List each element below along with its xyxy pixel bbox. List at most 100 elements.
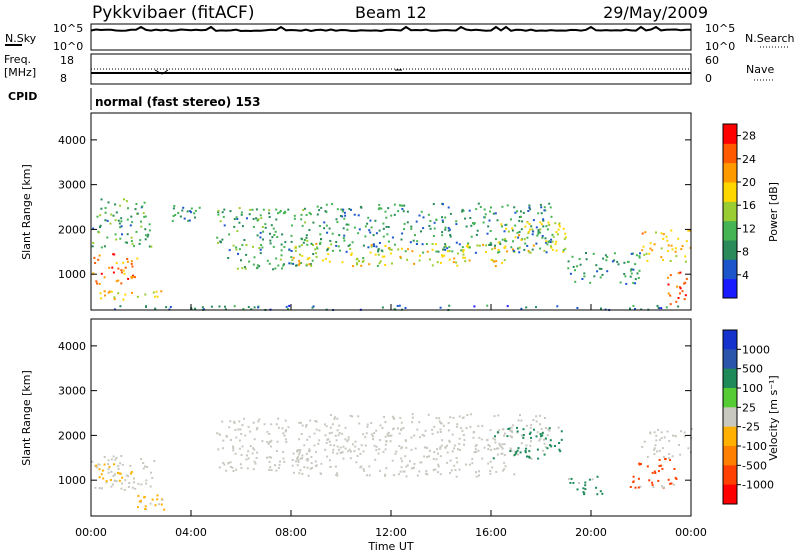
velocity-cell: [121, 463, 124, 466]
power-cell: [530, 225, 533, 228]
velocity-cell: [456, 461, 459, 464]
velocity-cell: [284, 438, 287, 441]
velocity-cell: [107, 471, 110, 474]
velocity-cell: [549, 439, 552, 442]
velocity-cell: [653, 448, 656, 451]
velocity-cell: [140, 458, 143, 460]
power-cell: [432, 235, 435, 237]
velocity-cell: [489, 472, 492, 475]
power-cell: [94, 262, 97, 264]
power-cell: [391, 262, 393, 265]
velocity-cell: [238, 439, 241, 442]
velocity-cell: [428, 455, 430, 458]
velocity-cell: [491, 466, 494, 469]
velocity-cell: [252, 421, 255, 424]
velocity-cell: [297, 449, 300, 452]
power-cell: [497, 241, 500, 244]
power-cell: [387, 247, 390, 250]
power-cell: [520, 307, 523, 310]
power-cell: [283, 263, 285, 266]
power-cell: [510, 218, 512, 221]
power-cell: [203, 308, 205, 311]
velocity-cell: [639, 485, 642, 488]
velocity-cell: [378, 448, 381, 451]
power-cell: [132, 275, 135, 278]
freq-panel: Freq. [MHz] 18 8 60 0 Nave: [4, 53, 775, 85]
velocity-cell: [379, 424, 382, 427]
power-cell: [378, 229, 381, 232]
power-cell: [613, 259, 616, 262]
power-cell: [303, 207, 306, 210]
velocity-cell: [432, 458, 435, 460]
velocity-cell: [423, 434, 426, 437]
power-cell: [224, 308, 227, 311]
velocity-cell: [449, 459, 452, 462]
power-cell: [485, 251, 487, 253]
velocity-cell: [297, 456, 300, 459]
power-cell: [578, 258, 581, 260]
power-cell: [233, 218, 236, 221]
velocity-cell: [418, 421, 421, 424]
velocity-cell: [548, 444, 551, 447]
velocity-cell: [317, 442, 320, 445]
power-cell: [504, 245, 507, 248]
power-cell: [562, 250, 565, 253]
velocity-cell: [363, 469, 365, 472]
power-cell: [488, 219, 491, 222]
power-cell: [464, 217, 467, 220]
velocity-cell: [140, 483, 143, 486]
power-cell: [434, 243, 437, 246]
velocity-cell: [478, 470, 480, 473]
power-cell: [527, 232, 530, 235]
velocity-cell: [151, 476, 154, 479]
velocity-cell: [546, 447, 549, 450]
velocity-cell: [333, 444, 336, 447]
power-cell: [261, 246, 264, 249]
velocity-cell: [427, 413, 430, 416]
velocity-cell: [449, 416, 452, 419]
power-cell: [256, 264, 259, 267]
power-cell: [431, 243, 434, 245]
velocity-cell: [241, 445, 244, 448]
power-cell: [140, 220, 142, 223]
velocity-cell: [324, 448, 327, 451]
power-cell: [497, 251, 499, 254]
power-cell: [489, 210, 492, 213]
velocity-cell: [144, 508, 147, 510]
power-cell: [210, 305, 213, 308]
power-cell: [390, 214, 393, 217]
power-cell: [326, 249, 329, 252]
velocity-cell: [278, 463, 281, 466]
time-xlabel: Time UT: [367, 540, 413, 553]
power-cell: [314, 248, 317, 251]
power-cell: [104, 207, 107, 209]
power-cell: [350, 254, 353, 256]
velocity-cell: [413, 434, 416, 437]
velocity-cell: [497, 414, 500, 417]
velocity-cell: [333, 417, 336, 420]
power-cell: [351, 241, 354, 244]
power-cell: [183, 217, 186, 220]
power-cell: [258, 247, 261, 249]
power-cell: [272, 227, 275, 230]
velocity-cell: [373, 444, 376, 447]
power-cell: [470, 224, 473, 227]
velocity-cell: [334, 416, 337, 419]
velocity-cell: [400, 447, 403, 450]
velocity-cell: [108, 465, 111, 468]
power-cell: [667, 250, 670, 253]
velocity-cell: [232, 445, 235, 448]
velocity-cell: [529, 444, 532, 447]
velocity-cell: [329, 426, 332, 429]
power-cell: [136, 257, 139, 260]
power-cell: [217, 213, 220, 216]
power-cell: [541, 223, 543, 226]
power-cell: [524, 225, 527, 228]
power-cell: [684, 281, 687, 284]
velocity-cell: [401, 460, 403, 463]
velocity-colorbar-tick-label: -100: [742, 440, 767, 453]
velocity-cell: [483, 446, 486, 449]
power-cell: [123, 272, 126, 275]
power-cell: [453, 257, 456, 260]
power-cell: [294, 246, 297, 249]
